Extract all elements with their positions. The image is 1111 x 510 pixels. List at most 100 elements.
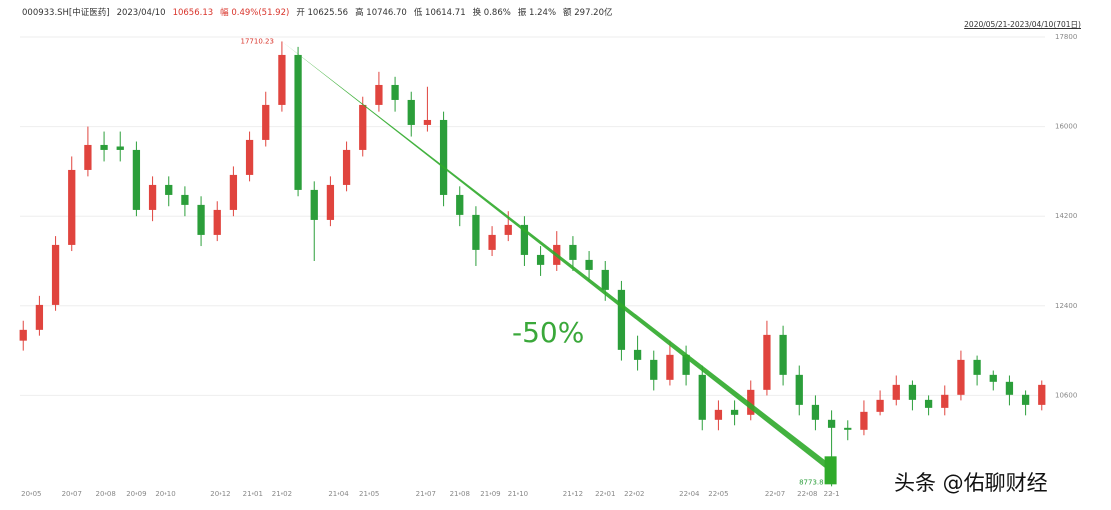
- candle-body: [682, 354, 690, 375]
- y-tick-label: 16000: [1055, 123, 1077, 131]
- candle-body: [520, 224, 529, 255]
- candle-body: [908, 384, 917, 400]
- candle-body: [1038, 384, 1046, 405]
- candle-body: [375, 84, 383, 105]
- candle-body: [698, 374, 706, 420]
- candle-body: [795, 374, 803, 405]
- info-item: 000933.SH[中证医药]: [22, 8, 110, 18]
- y-tick-label: 10600: [1055, 391, 1077, 399]
- y-tick-label: 12400: [1055, 302, 1077, 310]
- candle-body: [827, 419, 836, 428]
- x-tick-label: 22-07: [765, 490, 785, 498]
- candle-body: [456, 194, 464, 215]
- info-item: 振 1.24%: [517, 8, 557, 18]
- candle-body: [585, 259, 593, 270]
- candle-body: [779, 334, 787, 375]
- candle-body: [811, 404, 820, 420]
- info-item: 10656.13: [172, 8, 214, 18]
- candle-body: [1005, 381, 1014, 395]
- candle-body: [876, 399, 884, 412]
- quote-info: 000933.SH[中证医药] 2023/04/10 10656.13 幅 0.49%…: [22, 6, 620, 18]
- candle-body: [423, 119, 432, 125]
- y-tick-label: 14200: [1055, 212, 1077, 220]
- candle-body: [763, 334, 771, 390]
- candle-body: [504, 224, 512, 235]
- info-item: 幅 0.49%(51.92): [220, 8, 290, 18]
- change-label: -50%: [512, 316, 584, 349]
- candle-body: [569, 244, 577, 260]
- low-label: 8773.8: [799, 478, 824, 486]
- candle-body: [892, 384, 900, 400]
- candle-body: [181, 194, 189, 205]
- candle-body: [262, 104, 270, 140]
- trend-arrow-head: [824, 456, 837, 485]
- y-tick-label: 17800: [1055, 33, 1077, 41]
- candle-body: [35, 304, 44, 330]
- candle-body: [747, 389, 755, 415]
- candle-body: [391, 84, 399, 100]
- x-tick-label: 21-12: [563, 490, 583, 498]
- candle-body: [213, 209, 221, 235]
- x-tick-label: 21-05: [359, 490, 379, 498]
- x-tick-label: 20-05: [21, 490, 41, 498]
- candle-body: [472, 214, 480, 250]
- x-tick-label: 22-02: [624, 490, 644, 498]
- x-tick-label: 22-01: [595, 490, 615, 498]
- candle-body: [165, 184, 173, 195]
- x-tick-label: 21-02: [272, 490, 292, 498]
- candle-body: [229, 174, 238, 210]
- x-tick-label: 21-04: [328, 490, 349, 498]
- high-label: 17710.23: [241, 37, 274, 45]
- info-item: 换 0.86%: [472, 8, 511, 18]
- candle-body: [666, 354, 674, 380]
- candle-body: [278, 54, 286, 105]
- info-item: 2023/04/10: [116, 8, 166, 18]
- candle-body: [407, 99, 415, 125]
- x-tick-label: 21-07: [416, 490, 436, 498]
- x-tick-label: 22-04: [679, 490, 700, 498]
- candle-body: [1021, 394, 1030, 405]
- watermark: 头条 @佑聊财经: [862, 462, 1098, 502]
- x-tick-label: 22-08: [797, 490, 817, 498]
- date-range[interactable]: 2020/05/21-2023/04/10(701日): [964, 20, 1081, 29]
- candle-body: [19, 329, 27, 341]
- candle-body: [957, 359, 965, 395]
- candle-body: [68, 169, 76, 245]
- x-tick-label: 20-09: [126, 490, 146, 498]
- candle-body: [310, 189, 318, 220]
- candle-body: [439, 119, 448, 195]
- candle-body: [860, 411, 868, 430]
- candle-body: [924, 399, 933, 408]
- candle-body: [973, 359, 981, 375]
- candle-body: [650, 359, 658, 380]
- x-tick-label: 21-10: [508, 490, 528, 498]
- candle-body: [617, 289, 626, 350]
- candle-body: [84, 144, 92, 170]
- x-tick-label: 21-09: [480, 490, 500, 498]
- candle-body: [359, 104, 367, 150]
- candle-body: [326, 184, 335, 220]
- trend-arrow: [281, 41, 836, 469]
- candle-body: [342, 149, 351, 185]
- x-tick-label: 20-10: [155, 490, 175, 498]
- info-item: 开 10625.56: [296, 8, 349, 18]
- candle-body: [730, 409, 739, 415]
- candle-body: [100, 144, 108, 150]
- x-tick-label: 20-08: [96, 490, 116, 498]
- candle-body: [294, 54, 302, 190]
- candle-body: [148, 184, 157, 210]
- candle-body: [132, 149, 141, 210]
- candle-body: [116, 146, 124, 150]
- x-tick-label: 22-1: [824, 490, 840, 498]
- info-item: 高 10746.70: [355, 8, 407, 18]
- x-tick-label: 21-08: [450, 490, 470, 498]
- candle-body: [844, 427, 852, 430]
- x-tick-label: 20-12: [210, 490, 230, 498]
- info-item: 低 10614.71: [413, 8, 466, 18]
- candle-body: [536, 254, 545, 265]
- x-tick-label: 20-07: [62, 490, 82, 498]
- candle-body: [197, 204, 205, 235]
- candle-body: [989, 374, 997, 382]
